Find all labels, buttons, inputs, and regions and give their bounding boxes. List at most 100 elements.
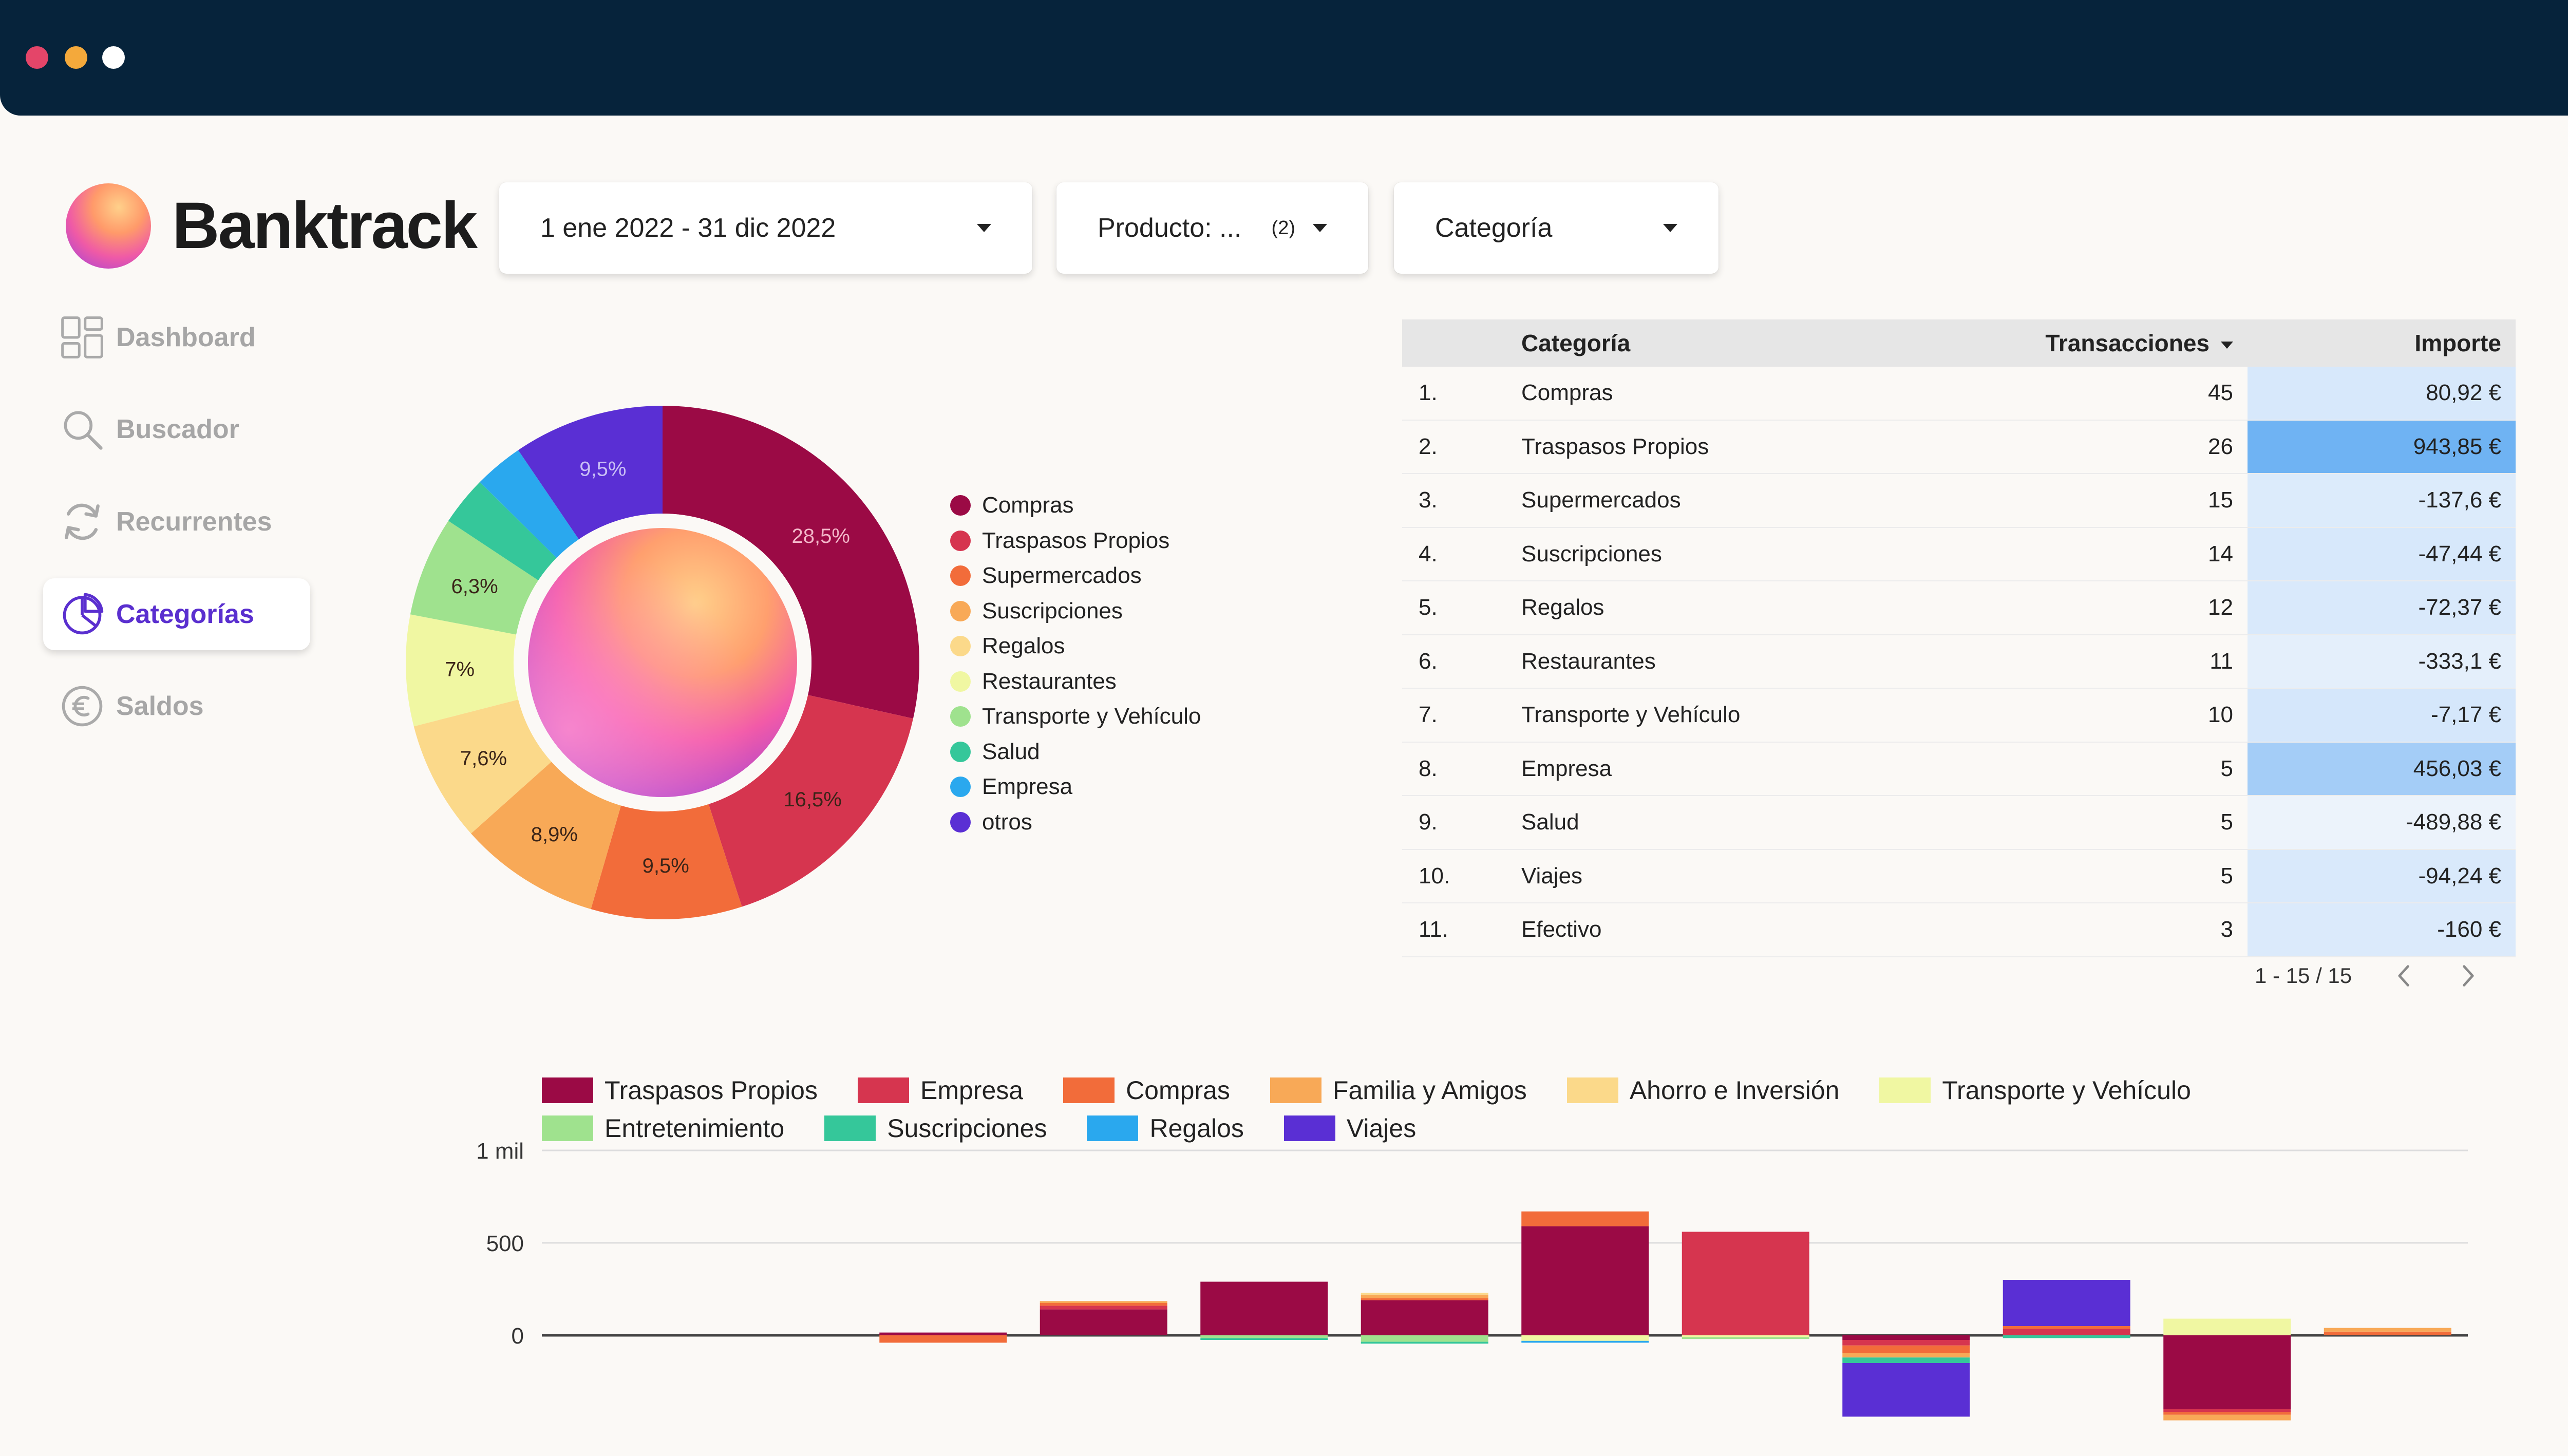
bar-legend-item-ahorro-e-inversion[interactable]: Ahorro e Inversión xyxy=(1566,1075,1839,1105)
bar-legend-item-regalos[interactable]: Regalos xyxy=(1087,1113,1244,1143)
bar-legend-item-viajes[interactable]: Viajes xyxy=(1283,1113,1416,1143)
sidebar-item-categorias[interactable]: Categorías xyxy=(43,578,310,650)
legend-item-supermercados[interactable]: Supermercados xyxy=(950,558,1201,594)
table-row[interactable]: 5. Regalos 12 -72,37 € xyxy=(1402,581,2516,635)
bar-compras-jul[interactable] xyxy=(1521,1211,1649,1226)
maximize-window-button[interactable] xyxy=(102,46,125,69)
table-row[interactable]: 10. Viajes 5 -94,24 € xyxy=(1402,849,2516,903)
bar-transporte-y-vehiculo-nov[interactable] xyxy=(2163,1318,2291,1335)
bar-legend-item-traspasos-propios[interactable]: Traspasos Propios xyxy=(542,1075,818,1105)
donut-slice-traspasos-propios[interactable] xyxy=(708,695,913,907)
legend-item-restaurantes[interactable]: Restaurantes xyxy=(950,664,1201,699)
bar-compras-mar[interactable] xyxy=(879,1335,1007,1343)
legend-item-transporte-y-vehiculo[interactable]: Transporte y Vehículo xyxy=(950,699,1201,734)
legend-item-compras[interactable]: Compras xyxy=(950,488,1201,523)
bar-compras-jun[interactable] xyxy=(1361,1298,1488,1300)
bar-legend-item-entretenimiento[interactable]: Entretenimiento xyxy=(542,1113,784,1143)
bar-viajes-oct[interactable] xyxy=(2003,1280,2130,1326)
prev-page-button[interactable] xyxy=(2393,960,2415,991)
bar-traspasos-propios-jul[interactable] xyxy=(1521,1226,1649,1335)
bar-traspasos-propios-may[interactable] xyxy=(1200,1281,1328,1335)
bar-empresa-sep[interactable] xyxy=(1842,1340,1970,1346)
bar-traspasos-propios-mar[interactable] xyxy=(879,1332,1007,1335)
legend-item-otros[interactable]: otros xyxy=(950,805,1201,840)
bar-legend-swatch xyxy=(1063,1077,1115,1103)
bar-familia-y-amigos-abr[interactable] xyxy=(1040,1301,1167,1303)
sidebar-item-buscador[interactable]: Buscador xyxy=(43,393,310,465)
table-row[interactable]: 7. Transporte y Vehículo 10 -7,17 € xyxy=(1402,689,2516,743)
bar-empresa-oct[interactable] xyxy=(2003,1329,2130,1335)
product-filter[interactable]: Producto: ... (2) xyxy=(1056,182,1368,274)
bar-compras-sep[interactable] xyxy=(1842,1345,1970,1353)
bar-empresa-nov[interactable] xyxy=(2163,1409,2291,1412)
bar-legend-item-transporte-y-vehiculo[interactable]: Transporte y Vehículo xyxy=(1879,1075,2191,1105)
bar-familia-y-amigos-sep[interactable] xyxy=(1842,1353,1970,1358)
bar-compras-abr[interactable] xyxy=(1040,1303,1167,1306)
bar-suscripciones-sep[interactable] xyxy=(1842,1357,1970,1363)
bar-transporte-y-vehiculo-ago[interactable] xyxy=(1682,1335,1809,1337)
bar-traspasos-propios-jun[interactable] xyxy=(1361,1300,1488,1335)
bar-regalos-jul[interactable] xyxy=(1521,1340,1649,1343)
category-filter[interactable]: Categoría xyxy=(1394,182,1719,274)
table-row[interactable]: 1. Compras 45 80,92 € xyxy=(1402,367,2516,421)
legend-item-salud[interactable]: Salud xyxy=(950,734,1201,770)
bar-ahorro-e-inversion-jun[interactable] xyxy=(1361,1293,1488,1295)
donut-slice-salud[interactable] xyxy=(448,482,557,581)
sidebar-item-recurrentes[interactable]: Recurrentes xyxy=(43,486,310,558)
donut-slice-empresa[interactable] xyxy=(480,450,579,558)
bar-traspasos-propios-abr[interactable] xyxy=(1040,1309,1167,1335)
bar-familia-y-amigos-dic[interactable] xyxy=(2324,1328,2451,1332)
bar-suscripciones-may[interactable] xyxy=(1200,1338,1328,1340)
donut-slice-compras[interactable] xyxy=(663,406,919,719)
bar-legend-item-empresa[interactable]: Empresa xyxy=(858,1075,1023,1105)
table-row[interactable]: 9. Salud 5 -489,88 € xyxy=(1402,796,2516,850)
legend-item-traspasos-propios[interactable]: Traspasos Propios xyxy=(950,523,1201,559)
bar-suscripciones-oct[interactable] xyxy=(2003,1335,2130,1338)
donut-slice-restaurantes[interactable] xyxy=(406,614,519,727)
bar-familia-y-amigos-nov[interactable] xyxy=(2163,1414,2291,1421)
bar-empresa-abr[interactable] xyxy=(1040,1306,1167,1310)
donut-slice-regalos[interactable] xyxy=(413,699,552,834)
next-page-button[interactable] xyxy=(2457,960,2479,991)
sidebar-item-saldos[interactable]: Saldos xyxy=(43,670,310,742)
bar-entretenimiento-ago[interactable] xyxy=(1682,1337,1809,1339)
bar-traspasos-propios-sep[interactable] xyxy=(1842,1335,1970,1340)
minimize-window-button[interactable] xyxy=(65,46,87,69)
bar-empresa-ago[interactable] xyxy=(1682,1232,1809,1335)
bar-legend-item-compras[interactable]: Compras xyxy=(1063,1075,1230,1105)
table-row[interactable]: 6. Restaurantes 11 -333,1 € xyxy=(1402,635,2516,689)
bar-compras-oct[interactable] xyxy=(2003,1326,2130,1329)
bar-transporte-y-vehiculo-jul[interactable] xyxy=(1521,1335,1649,1341)
bar-legend-item-suscripciones[interactable]: Suscripciones xyxy=(824,1113,1047,1143)
bar-legend-item-familia-y-amigos[interactable]: Familia y Amigos xyxy=(1270,1075,1527,1105)
table-row[interactable]: 11. Efectivo 3 -160 € xyxy=(1402,903,2516,957)
bar-legend-swatch xyxy=(1283,1115,1335,1141)
bar-entretenimiento-jun[interactable] xyxy=(1361,1335,1488,1342)
date-range-filter[interactable]: 1 ene 2022 - 31 dic 2022 xyxy=(499,182,1032,274)
column-header-categoria[interactable]: Categoría xyxy=(1521,330,1631,356)
donut-slice-transporte-y-vehiculo[interactable] xyxy=(410,521,539,635)
bar-viajes-sep[interactable] xyxy=(1842,1363,1970,1417)
table-row[interactable]: 4. Suscripciones 14 -47,44 € xyxy=(1402,527,2516,581)
bar-suscripciones-jun[interactable] xyxy=(1361,1341,1488,1344)
bar-traspasos-propios-nov[interactable] xyxy=(2163,1335,2291,1409)
bar-familia-y-amigos-jun[interactable] xyxy=(1361,1294,1488,1298)
table-row[interactable]: 2. Traspasos Propios 26 943,85 € xyxy=(1402,420,2516,474)
column-header-importe[interactable]: Importe xyxy=(2414,330,2501,356)
legend-item-empresa[interactable]: Empresa xyxy=(950,769,1201,805)
donut-slice-otros[interactable] xyxy=(518,406,663,540)
legend-swatch xyxy=(950,530,971,551)
table-row[interactable]: 3. Supermercados 15 -137,6 € xyxy=(1402,474,2516,528)
column-header-transacciones[interactable]: Transacciones xyxy=(2045,329,2233,357)
bar-compras-dic[interactable] xyxy=(2324,1331,2451,1335)
close-window-button[interactable] xyxy=(26,46,48,69)
donut-slice-supermercados[interactable] xyxy=(591,804,742,919)
table-row[interactable]: 8. Empresa 5 456,03 € xyxy=(1402,742,2516,796)
bar-legend-swatch xyxy=(542,1077,593,1103)
bar-entretenimiento-may[interactable] xyxy=(1200,1335,1328,1338)
donut-slice-suscripciones[interactable] xyxy=(471,762,621,910)
bar-compras-nov[interactable] xyxy=(2163,1412,2291,1415)
sidebar-item-dashboard[interactable]: Dashboard xyxy=(43,301,310,373)
legend-item-suscripciones[interactable]: Suscripciones xyxy=(950,594,1201,629)
legend-item-regalos[interactable]: Regalos xyxy=(950,629,1201,664)
